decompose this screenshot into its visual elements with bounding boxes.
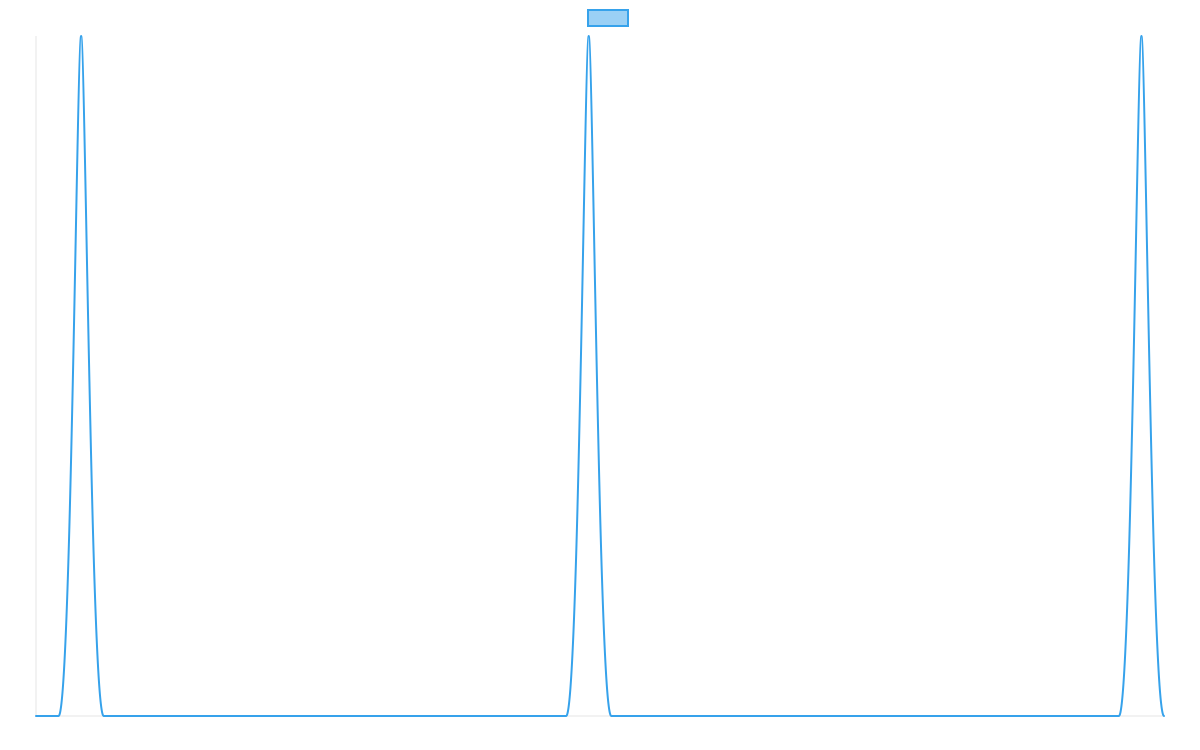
- axes: [35, 36, 1164, 717]
- series-layer: [35, 35, 1165, 717]
- legend[interactable]: [587, 9, 629, 27]
- series-line-0: [35, 35, 1165, 717]
- legend-swatch[interactable]: [587, 9, 629, 27]
